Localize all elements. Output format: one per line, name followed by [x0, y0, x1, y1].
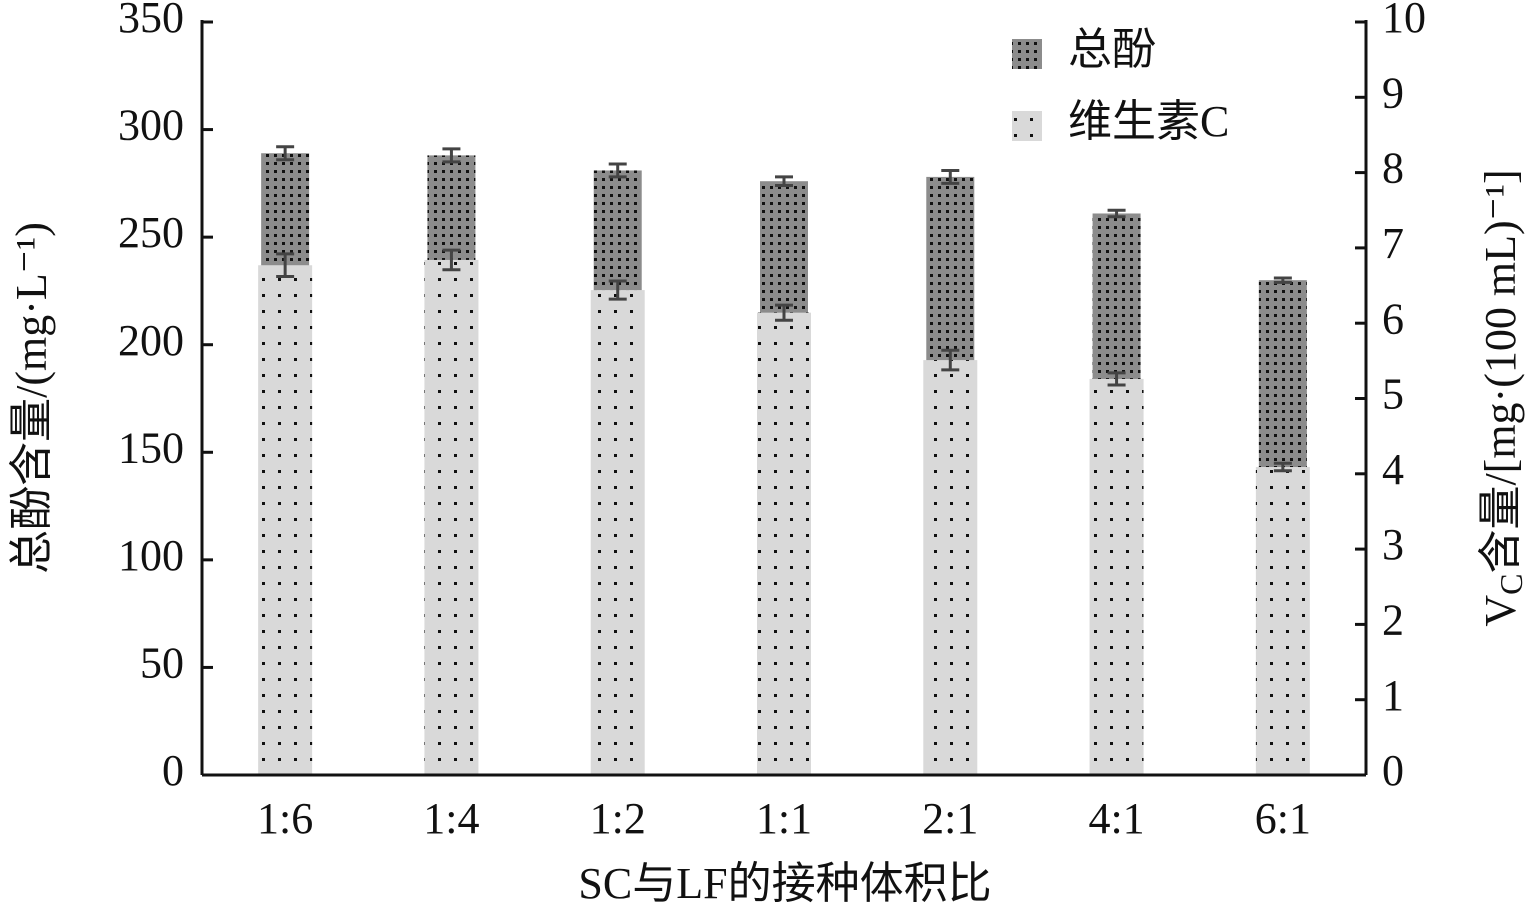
- x-tick-label: 1:6: [257, 794, 313, 843]
- legend-label: 总酚: [1068, 25, 1156, 74]
- y2-label-main: V: [1476, 595, 1525, 627]
- bar: [424, 259, 479, 775]
- y2-tick-label: 2: [1382, 595, 1404, 644]
- y-tick-label: 100: [118, 531, 184, 580]
- y2-tick-label: 3: [1382, 520, 1404, 569]
- y2-tick-label: 1: [1382, 671, 1404, 720]
- y2-label-sub: C: [1493, 574, 1529, 595]
- y2-tick-label: 6: [1382, 294, 1404, 343]
- x-tick-label: 2:1: [922, 794, 978, 843]
- bar: [1255, 467, 1310, 775]
- y-axis-label: 总酚含量/(mg·L⁻¹): [7, 222, 56, 574]
- y-tick-label: 0: [162, 746, 184, 795]
- legend-label: 维生素C: [1068, 97, 1229, 146]
- legend-swatch: [1012, 111, 1042, 141]
- y-tick-label: 200: [118, 316, 184, 365]
- y2-tick-label: 8: [1382, 144, 1404, 193]
- y-tick-label: 150: [118, 423, 184, 472]
- y-tick-label: 300: [118, 101, 184, 150]
- x-tick-label: 1:1: [756, 794, 812, 843]
- y-tick-label: 50: [140, 639, 184, 688]
- y2-tick-label: 10: [1382, 0, 1426, 42]
- y2-tick-label: 7: [1382, 219, 1404, 268]
- y2-label-rest: 含量/[mg·(100 mL)⁻¹]: [1476, 169, 1525, 573]
- bar: [258, 265, 313, 775]
- y2-tick-label: 4: [1382, 445, 1404, 494]
- y2-tick-label: 5: [1382, 370, 1404, 419]
- x-tick-label: 4:1: [1088, 794, 1144, 843]
- bar: [757, 312, 811, 775]
- bar: [923, 360, 978, 775]
- x-tick-label: 1:4: [423, 794, 479, 843]
- x-tick-label: 1:2: [590, 794, 646, 843]
- y2-tick-label: 9: [1382, 68, 1404, 117]
- y2-axis-label: VC含量/[mg·(100 mL)⁻¹]: [1476, 169, 1529, 626]
- y2-tick-label: 0: [1382, 746, 1404, 795]
- bar: [590, 290, 645, 775]
- x-axis-label: SC与LF的接种体积比: [578, 859, 991, 908]
- legend-swatch: [1012, 39, 1042, 69]
- x-tick-label: 6:1: [1255, 794, 1311, 843]
- bar: [1089, 378, 1144, 775]
- y-tick-label: 350: [118, 0, 184, 42]
- y-tick-label: 250: [118, 208, 184, 257]
